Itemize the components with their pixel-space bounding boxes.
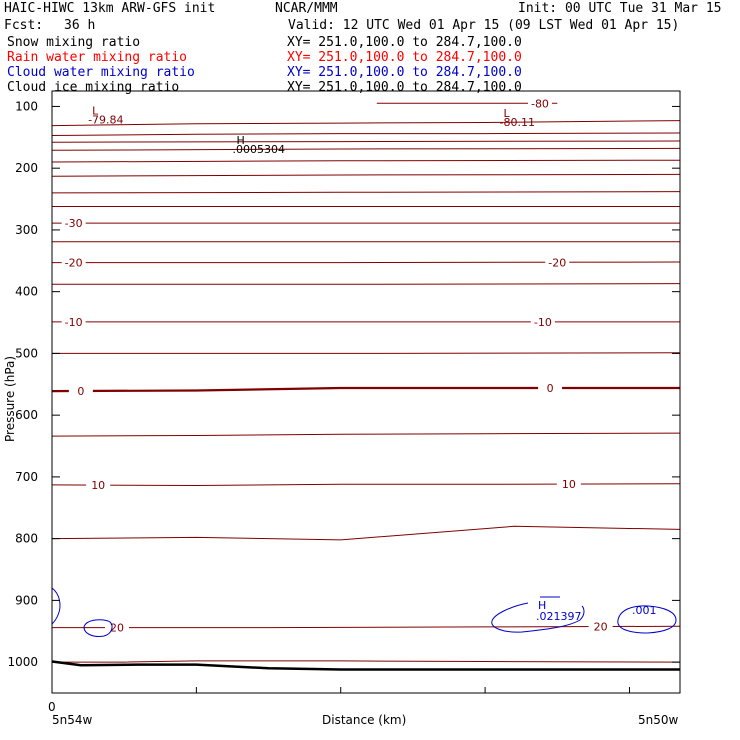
isotherm-label: 20 (594, 621, 608, 634)
header-init: Init: 00 UTC Tue 31 Mar 15 (518, 1, 722, 16)
plot-frame (51, 90, 681, 694)
field-xy-rain: XY= 251.0,100.0 to 284.7,100.0 (287, 50, 522, 65)
isotherm-line (51, 483, 681, 487)
isotherm-label: -20 (65, 257, 83, 270)
y-tick-label: 500 (15, 346, 38, 360)
isotherm-label: -30 (65, 217, 83, 230)
isotherm-line (51, 191, 681, 194)
y-tick-label: 100 (15, 99, 38, 113)
isotherm-line (51, 173, 681, 177)
isotherm-line (52, 660, 681, 663)
x-location-left: 5n54w (52, 713, 93, 727)
isotherm-line (52, 283, 681, 285)
extrema-markers: L-79.84L-80.11H.0005304 (88, 104, 535, 156)
y-tick-label: 400 (15, 285, 38, 299)
isotherm-line (51, 432, 681, 437)
header-org: NCAR/MMM (275, 1, 338, 16)
isotherm-label-bg (527, 97, 552, 110)
cloud-water-contours: H .021397 .001 (51, 587, 677, 637)
isotherm-line (52, 625, 681, 629)
header-fcst-value: 36 h (64, 18, 96, 33)
isotherm-label: 0 (547, 382, 554, 395)
y-tick-label: 700 (15, 470, 38, 484)
y-tick-label: 800 (15, 532, 38, 546)
y-tick-label: 300 (15, 223, 38, 237)
isotherm-label-bg (61, 315, 86, 328)
x-tick-label-zero: 0 (48, 700, 56, 714)
high-marker: H (236, 134, 244, 147)
extremum-value-label: -79.84 (88, 113, 123, 126)
isotherm-label: 10 (91, 479, 105, 492)
header-title: HAIC-HIWC 13km ARW-GFS init (4, 1, 216, 16)
isotherm-label-bg (588, 620, 613, 633)
cloud-water-contour-center (491, 596, 585, 633)
isotherm-line (51, 147, 681, 151)
x-location-right: 5n50w (638, 713, 679, 727)
field-name-rain: Rain water mixing ratio (7, 50, 188, 65)
x-axis-label: Distance (km) (322, 713, 406, 727)
field-xy-cloud-water: XY= 251.0,100.0 to 284.7,100.0 (287, 65, 522, 80)
isotherm-label: 10 (562, 478, 576, 491)
x-axis (51, 687, 630, 693)
isotherm-line (51, 140, 681, 143)
cloud-water-contour-label: .001 (632, 604, 657, 617)
field-xy-snow: XY= 251.0,100.0 to 284.7,100.0 (287, 35, 522, 50)
y-axis-label: Pressure (hPa) (3, 356, 17, 442)
cloud-water-contour-left-edge (51, 587, 61, 625)
isotherm-label-bg (61, 256, 86, 269)
y-tick-label: 1000 (7, 655, 38, 669)
isotherm-line (51, 132, 681, 136)
isotherm-label: -10 (65, 316, 83, 329)
low-marker: L (504, 107, 511, 120)
extremum-value-label: -80.11 (500, 116, 535, 129)
header-fcst-label: Fcst: (4, 18, 44, 33)
isotherm-line (52, 352, 681, 354)
low-marker: L (92, 104, 99, 117)
cloud-water-contour-right (617, 605, 677, 634)
isotherm-label: 20 (110, 622, 124, 635)
isotherm-line (51, 120, 681, 127)
isotherm-label-bg (556, 478, 581, 491)
y-tick-label: 600 (15, 408, 38, 422)
field-name-snow: Snow mixing ratio (7, 35, 141, 50)
cloud-water-contour-small (83, 619, 113, 637)
y-tick-label: 900 (15, 593, 38, 607)
header-valid: Valid: 12 UTC Wed 01 Apr 15 (09 LST Wed … (288, 18, 680, 33)
cloud-water-high-marker: H (538, 599, 546, 612)
extremum-value-label: .0005304 (232, 143, 285, 156)
cloud-water-max-label: .021397 (536, 610, 582, 623)
isotherm-label-bg (68, 384, 93, 397)
isotherm-label-bg (61, 217, 86, 230)
isotherm-label: -20 (548, 256, 566, 269)
isotherm-line (51, 386, 680, 393)
y-tick-label: 200 (15, 161, 38, 175)
isotherm-label: -10 (534, 316, 552, 329)
terrain-line (51, 660, 680, 671)
isotherm-label-bg (86, 479, 111, 492)
isotherm-line (51, 159, 681, 163)
isotherm-label: -80 (531, 97, 549, 110)
isotherm-line (52, 261, 681, 264)
isotherm-label-bg (545, 256, 570, 269)
isotherm-label-bg (538, 381, 563, 394)
isotherm-label-bg (530, 315, 555, 328)
isotherm-line (51, 525, 681, 541)
temperature-contours: -80 -30 -20 -20 -10 -10 0 0 10 10 20 20 (51, 97, 681, 663)
field-name-cloud-water: Cloud water mixing ratio (7, 65, 195, 80)
isotherm-label: 0 (77, 385, 84, 398)
